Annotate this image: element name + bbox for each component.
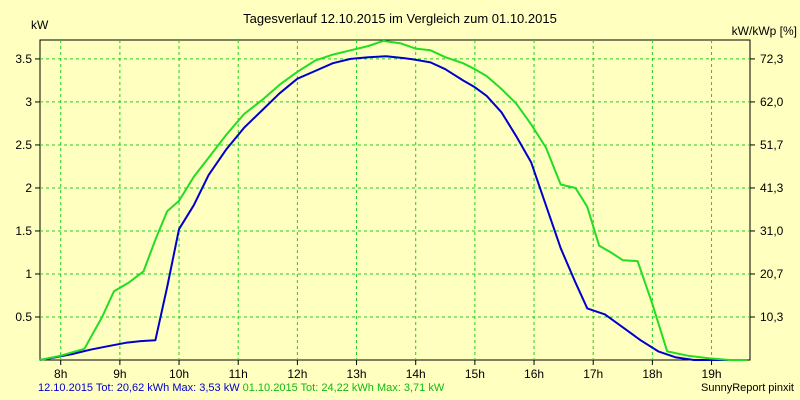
x-tick-label: 18h [642,367,662,381]
y-left-tick-label: 0.5 [15,310,32,324]
series-line-2 [39,39,747,361]
y-axis-left-ticks: 0.5 1 1.5 2 2.5 3 3.5 [15,52,40,324]
x-tick-label: 13h [347,367,367,381]
y-right-tick-label: 62,0 [760,95,784,109]
y-axis-left-unit: kW [31,18,49,32]
y-right-tick-label: 10,3 [760,310,784,324]
series-lines [39,39,747,361]
y-left-tick-label: 3 [25,95,32,109]
y-left-tick-label: 1 [25,267,32,281]
y-right-tick-label: 41,3 [760,181,784,195]
x-axis-ticks: 8h 9h 10h 11h 12h 13h 14h 15h 16h 17h 18h 19h [54,360,722,381]
x-tick-label: 19h [702,367,722,381]
y-right-tick-label: 72,3 [760,52,784,66]
series2-summary: 01.10.2015 Tot: 24,22 kWh Max: 3,71 kW [242,382,445,394]
y-left-tick-label: 2.5 [15,138,32,152]
plot-area-frame [39,39,751,361]
y-axis-right-unit: kW/kWp [%] [732,24,797,38]
y-right-tick-label: 31,0 [760,224,784,238]
series1-summary: 12.10.2015 Tot: 20,62 kWh Max: 3,53 kW [38,382,240,394]
grid-lines [40,40,750,360]
x-tick-label: 12h [287,367,307,381]
x-tick-label: 8h [54,367,67,381]
x-tick-label: 16h [524,367,544,381]
y-axis-right-ticks: 10,3 20,7 31,0 41,3 51,7 62,0 72,3 [750,52,784,324]
x-tick-label: 14h [406,367,426,381]
x-tick-label: 17h [583,367,603,381]
x-tick-label: 15h [465,367,485,381]
y-left-tick-label: 2 [25,181,32,195]
x-tick-label: 9h [113,367,126,381]
y-right-tick-label: 51,7 [760,138,784,152]
x-tick-label: 11h [229,367,248,381]
y-right-tick-label: 20,7 [760,267,784,281]
y-left-tick-label: 1.5 [15,224,32,238]
footer-credit: SunnyReport pinxit [701,382,794,394]
chart-footer: 12.10.2015 Tot: 20,62 kWh Max: 3,53 kW 0… [38,382,798,398]
y-left-tick-label: 3.5 [15,52,32,66]
series-line-1 [39,55,730,361]
chart-title: Tagesverlauf 12.10.2015 im Vergleich zum… [243,11,557,26]
x-tick-label: 10h [169,367,189,381]
